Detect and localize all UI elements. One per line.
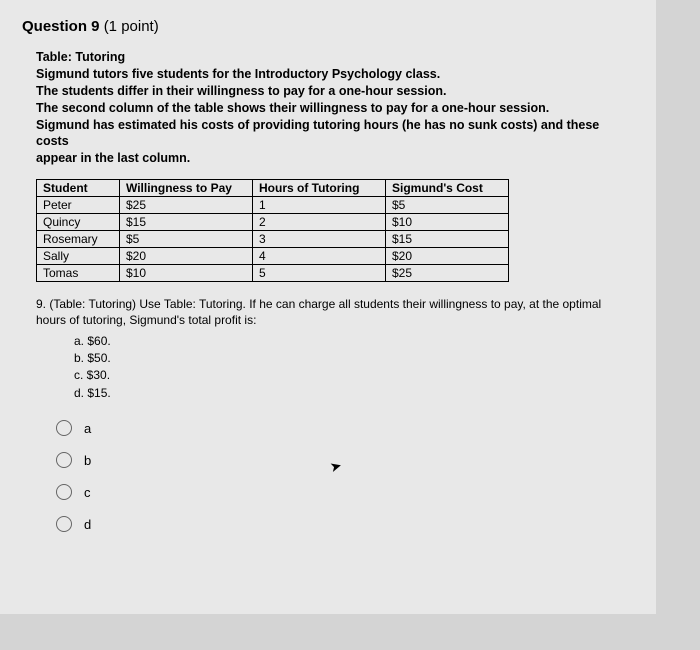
question-points: (1 point) [104, 18, 159, 35]
radio-circle-icon [56, 452, 72, 468]
sub-question-text: 9. (Table: Tutoring) Use Table: Tutoring… [36, 296, 634, 328]
table-row: Sally $20 4 $20 [37, 248, 509, 265]
table-row: Tomas $10 5 $25 [37, 265, 509, 282]
radio-label: a [84, 421, 91, 436]
col-wtp: Willingness to Pay [120, 180, 253, 197]
radio-label: b [84, 453, 91, 468]
radio-option-c[interactable]: c [56, 484, 634, 500]
question-number: Question 9 [22, 18, 100, 35]
tutoring-table: Student Willingness to Pay Hours of Tuto… [36, 179, 509, 282]
table-row: Peter $25 1 $5 [37, 197, 509, 214]
col-hours: Hours of Tutoring [253, 180, 386, 197]
choice-a-text: a. $60. [74, 333, 634, 350]
question-title: Question 9 (1 point) [22, 18, 634, 35]
question-prompt: Table: Tutoring Sigmund tutors five stud… [22, 49, 634, 167]
radio-circle-icon [56, 516, 72, 532]
col-student: Student [37, 180, 120, 197]
radio-label: d [84, 517, 91, 532]
radio-circle-icon [56, 420, 72, 436]
col-cost: Sigmund's Cost [386, 180, 509, 197]
radio-option-d[interactable]: d [56, 516, 634, 532]
radio-label: c [84, 485, 91, 500]
answer-choices-text: a. $60. b. $50. c. $30. d. $15. [74, 333, 634, 403]
radio-circle-icon [56, 484, 72, 500]
question-page: Question 9 (1 point) Table: Tutoring Sig… [0, 0, 656, 614]
radio-option-b[interactable]: b [56, 452, 634, 468]
radio-option-a[interactable]: a [56, 420, 634, 436]
choice-d-text: d. $15. [74, 385, 634, 402]
table-row: Quincy $15 2 $10 [37, 214, 509, 231]
table-row: Rosemary $5 3 $15 [37, 231, 509, 248]
choice-b-text: b. $50. [74, 350, 634, 367]
table-header-row: Student Willingness to Pay Hours of Tuto… [37, 180, 509, 197]
radio-option-list: a b c d [56, 420, 634, 532]
choice-c-text: c. $30. [74, 367, 634, 384]
